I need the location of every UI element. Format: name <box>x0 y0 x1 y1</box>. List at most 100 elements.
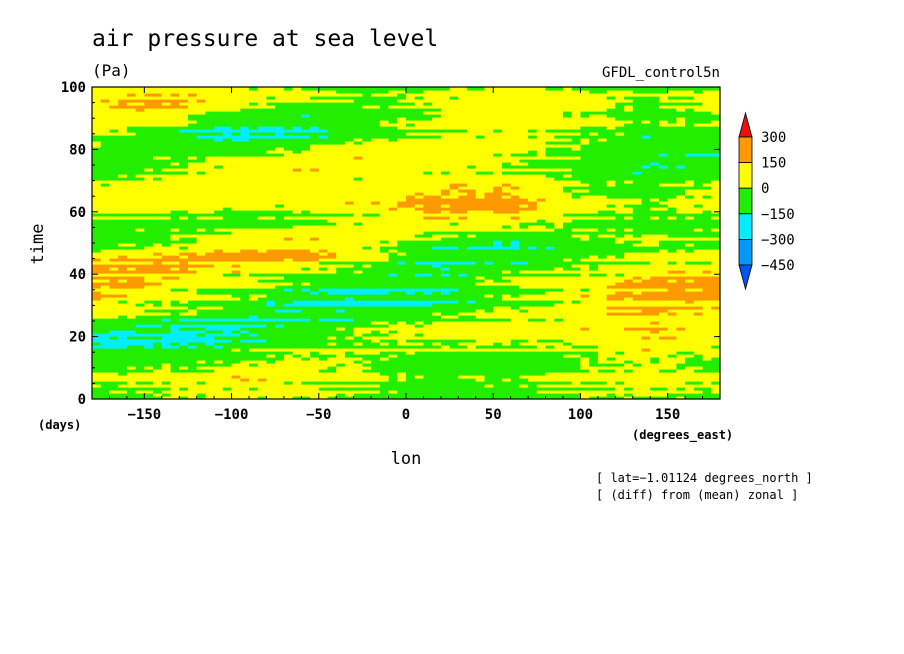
heatmap-cell <box>545 333 555 337</box>
heatmap-cell <box>501 384 512 388</box>
heatmap-cell <box>658 255 669 259</box>
heatmap-cell <box>440 216 451 220</box>
heatmap-cell <box>266 345 276 349</box>
heatmap-cell <box>187 336 198 340</box>
heatmap-cell <box>388 219 398 223</box>
heatmap-cell <box>196 285 206 289</box>
heatmap-cell <box>379 240 390 244</box>
heatmap-cell <box>475 357 486 361</box>
heatmap-cell <box>301 312 311 316</box>
heatmap-cell <box>624 324 634 328</box>
heatmap-cell <box>528 342 538 346</box>
chart-units: (Pa) <box>92 61 131 80</box>
heatmap-cell <box>362 372 372 376</box>
heatmap-cell <box>414 267 425 271</box>
heatmap-cell <box>597 291 608 295</box>
heatmap-cell <box>632 207 643 211</box>
heatmap-cell <box>187 210 198 214</box>
heatmap-cell <box>571 303 582 307</box>
heatmap-cell <box>161 225 172 229</box>
heatmap-cell <box>536 255 547 259</box>
heatmap-cell <box>432 246 442 250</box>
heatmap-cell <box>231 207 241 211</box>
heatmap-cell <box>257 330 268 334</box>
heatmap-cell <box>196 192 206 196</box>
heatmap-cell <box>615 303 625 307</box>
heatmap-cell <box>624 210 634 214</box>
heatmap-cell <box>283 342 294 346</box>
heatmap-cell <box>667 342 677 346</box>
heatmap-cell <box>458 366 468 370</box>
heatmap-cell <box>658 276 669 280</box>
heatmap-cell <box>432 264 442 268</box>
heatmap-cell <box>711 255 720 259</box>
heatmap-cell <box>353 327 363 331</box>
heatmap-cell <box>397 279 407 283</box>
heatmap-cell <box>449 228 459 232</box>
heatmap-cell <box>301 231 311 235</box>
heatmap-cell <box>545 276 555 280</box>
heatmap-cell <box>318 393 329 397</box>
heatmap-cell <box>580 369 590 373</box>
heatmap-cell <box>397 234 407 238</box>
heatmap-cell <box>685 288 695 292</box>
heatmap-cell <box>580 261 590 265</box>
heatmap-cell <box>449 297 459 301</box>
heatmap-cell <box>440 372 451 376</box>
heatmap-cell <box>118 318 128 322</box>
heatmap-cell <box>388 360 398 364</box>
heatmap-cell <box>449 321 459 325</box>
heatmap-cell <box>109 243 119 247</box>
heatmap-cell <box>214 285 224 289</box>
heatmap-cell <box>397 312 407 316</box>
heatmap-cell <box>266 393 276 397</box>
heatmap-cell <box>528 231 538 235</box>
heatmap-cell <box>641 351 651 355</box>
heatmap-cell <box>711 192 720 196</box>
heatmap-cell <box>179 321 189 325</box>
heatmap-cell <box>100 207 111 211</box>
heatmap-cell <box>292 324 302 328</box>
heatmap-cell <box>571 297 582 301</box>
heatmap-cell <box>249 342 259 346</box>
heatmap-cell <box>449 333 459 337</box>
heatmap-cell <box>563 336 573 340</box>
heatmap-cell <box>109 390 119 394</box>
heatmap-cell <box>449 294 459 298</box>
heatmap-cell <box>432 306 442 310</box>
heatmap-cell <box>702 294 712 298</box>
heatmap-cell <box>519 282 529 286</box>
heatmap-cell <box>292 297 302 301</box>
heatmap-cell <box>161 246 172 250</box>
heatmap-cell <box>597 297 608 301</box>
heatmap-cell <box>449 216 459 220</box>
heatmap-cell <box>249 210 259 214</box>
heatmap-cell <box>275 210 285 214</box>
heatmap-cell <box>249 264 259 268</box>
heatmap-cell <box>344 330 355 334</box>
heatmap-cell <box>266 231 276 235</box>
heatmap-cell <box>240 372 250 376</box>
heatmap-cell <box>388 228 398 232</box>
heatmap-cell <box>327 330 337 334</box>
heatmap-cell <box>266 324 276 328</box>
heatmap-cell <box>222 381 233 385</box>
heatmap-cell <box>667 273 677 277</box>
heatmap-cell <box>379 246 390 250</box>
heatmap-cell <box>249 192 259 196</box>
heatmap-cell <box>240 354 250 358</box>
heatmap-cell <box>362 348 372 352</box>
heatmap-cell <box>301 237 311 241</box>
heatmap-cell <box>336 333 346 337</box>
heatmap-cell <box>685 366 695 370</box>
heatmap-cell <box>222 276 233 280</box>
heatmap-cell <box>650 216 660 220</box>
heatmap-cell <box>432 363 442 367</box>
heatmap-cell <box>484 216 494 220</box>
heatmap-cell <box>231 198 241 202</box>
heatmap-cell <box>170 354 180 358</box>
heatmap-cell <box>266 306 276 310</box>
heatmap-cell <box>318 258 329 262</box>
heatmap-cell <box>126 306 137 310</box>
heatmap-cell <box>702 297 712 301</box>
